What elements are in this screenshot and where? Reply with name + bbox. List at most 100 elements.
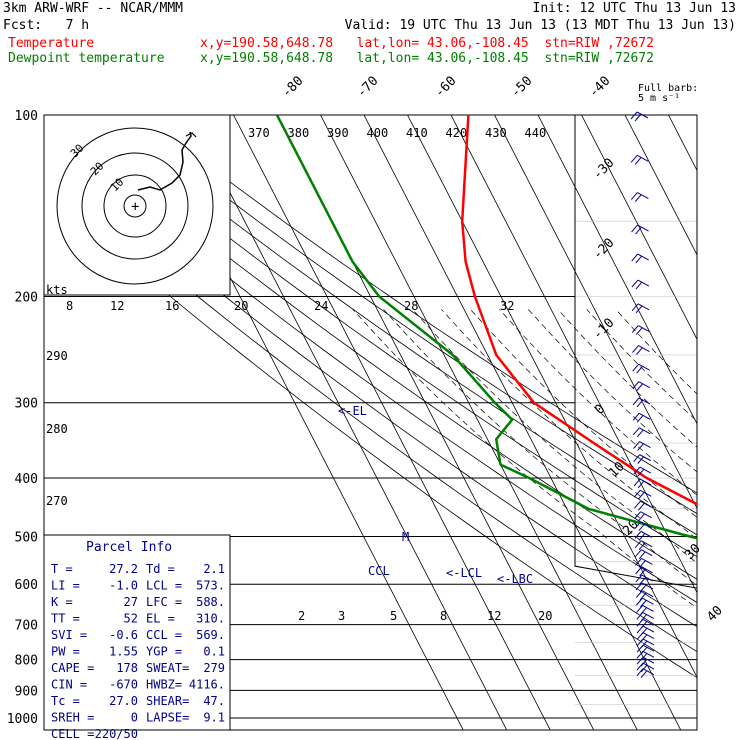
wind-barb-flag — [639, 560, 646, 568]
wind-barb-staff — [637, 192, 649, 199]
parcel-field-value: 0 — [131, 711, 138, 725]
mixing-ratio-label: 12 — [487, 609, 501, 623]
hodograph-box — [43, 114, 231, 296]
wind-barb-flag — [631, 325, 639, 333]
wind-barb-flag — [632, 427, 640, 436]
wind-barb-staff — [639, 441, 651, 449]
wind-barb-flag — [634, 500, 641, 509]
plot-lower-edge — [574, 536, 698, 730]
parcel-field-label: HWBZ= — [146, 678, 182, 692]
wind-barb-flag — [635, 566, 643, 575]
init-time: Init: 12 UTC Thu 13 Jun 13 — [532, 1, 737, 16]
wind-barb-flag — [632, 397, 640, 406]
parcel-field-value: 2.1 — [203, 562, 225, 576]
parcel-field-label: T = — [51, 562, 73, 576]
wind-barb-staff — [641, 557, 653, 565]
wind-barb-flag — [634, 549, 642, 558]
pressure-label: 700 — [15, 619, 38, 634]
pressure-label: 800 — [15, 654, 38, 669]
sounding-annotation: <-LBC — [497, 572, 533, 586]
wind-barb-staff — [639, 454, 651, 462]
wind-barb-flag — [633, 478, 641, 487]
wind-barb-staff — [637, 253, 649, 261]
isotherm-label: -70 — [354, 74, 381, 101]
parcel-field-value: 9.1 — [203, 711, 225, 725]
wind-barb-staff — [642, 632, 655, 640]
wind-barb-staff — [642, 597, 654, 605]
isotherm-line — [189, 115, 508, 730]
parcel-field-value: -0.6 — [109, 628, 138, 642]
wind-barb-staff — [641, 582, 654, 590]
temperature-legend-label: Temperature — [8, 36, 95, 51]
wind-barb-flag — [634, 113, 642, 122]
speed-label: 16 — [165, 299, 179, 313]
hodograph-ring — [56, 127, 214, 285]
wind-barb-flag — [636, 612, 644, 620]
isotherm-line — [450, 115, 697, 594]
parcel-field-value: 27.2 — [109, 562, 138, 576]
wind-barb-flag — [636, 597, 643, 606]
wind-barb-flag — [640, 664, 648, 673]
wind-barb-flag — [636, 625, 644, 634]
parcel-field-label: CCL = — [146, 628, 182, 642]
wind-barb-staff — [639, 478, 652, 486]
isotherm-label: -20 — [590, 236, 617, 263]
wind-barb-staff — [642, 612, 654, 619]
mixing-ratio-label: 2 — [298, 609, 305, 623]
wind-barb-flag — [636, 619, 644, 627]
upper-theta-label: 410 — [406, 126, 428, 140]
parcel-field-value: 310. — [196, 612, 225, 626]
sounding-annotation: CCL — [368, 564, 390, 578]
wind-barb-staff — [637, 224, 649, 232]
speed-unit-label: kts — [46, 283, 68, 297]
sounding-annotation: M — [402, 530, 409, 544]
isotherm-line — [363, 115, 682, 730]
wind-barb-staff — [642, 668, 655, 676]
wind-barb-staff — [642, 662, 655, 670]
wind-barb-flag — [635, 582, 643, 591]
parcel-field-label: Tc = — [51, 694, 80, 708]
wind-barb-flag — [633, 454, 641, 462]
parcel-field-label: TT = — [51, 612, 80, 626]
wind-barb-staff — [641, 574, 654, 582]
sounding-annotation: <-EL — [338, 404, 367, 418]
parcel-field-label: SVI = — [51, 628, 87, 642]
wind-barb-flag — [635, 255, 643, 264]
wind-barb-flag — [632, 412, 640, 421]
wind-barb-staff — [638, 397, 651, 405]
temperature-legend-info: x,y=190.58,648.78 lat,lon= 43.06,-108.45… — [200, 36, 654, 51]
isotherm-label: -60 — [432, 74, 459, 101]
parcel-info-box — [43, 534, 231, 731]
pressure-label: 500 — [15, 530, 38, 545]
wind-barb-staff — [642, 604, 654, 612]
hodograph-ring — [103, 174, 167, 238]
wind-barb-flag — [635, 305, 643, 314]
wind-barb-flag — [634, 531, 642, 539]
wind-barb-flag — [636, 632, 644, 640]
isotherm-line — [233, 115, 551, 730]
parcel-field-label: SHEAR= — [146, 694, 189, 708]
wind-barb-flag — [638, 551, 646, 560]
wind-barb-flag — [633, 466, 641, 475]
theta-label: 280 — [46, 422, 68, 436]
wind-barb-staff — [639, 466, 652, 474]
wind-barb-flag — [635, 590, 643, 598]
isotherm-line — [581, 115, 697, 341]
wind-barb-flag — [630, 155, 638, 163]
wind-barb-flag — [638, 502, 645, 511]
wind-barb-flag — [631, 224, 638, 233]
wind-barb-flag — [636, 414, 644, 423]
wind-barb-flag — [638, 513, 645, 521]
isotherm-label: 40 — [704, 603, 726, 625]
theta-label: 290 — [46, 349, 68, 363]
upper-theta-label: 400 — [367, 126, 389, 140]
wind-barb-flag — [631, 303, 639, 312]
wind-barb-flag — [632, 363, 639, 372]
wind-barb-flag — [633, 441, 640, 449]
wind-barb-flag — [636, 656, 644, 665]
upper-theta-label: 420 — [446, 126, 468, 140]
mixing-ratio-label: 3 — [338, 609, 345, 623]
sounding-annotation: <-LCL — [446, 566, 482, 580]
dry-adiabat-line — [51, 115, 697, 580]
parcel-field-value: 220/50 — [95, 727, 138, 740]
